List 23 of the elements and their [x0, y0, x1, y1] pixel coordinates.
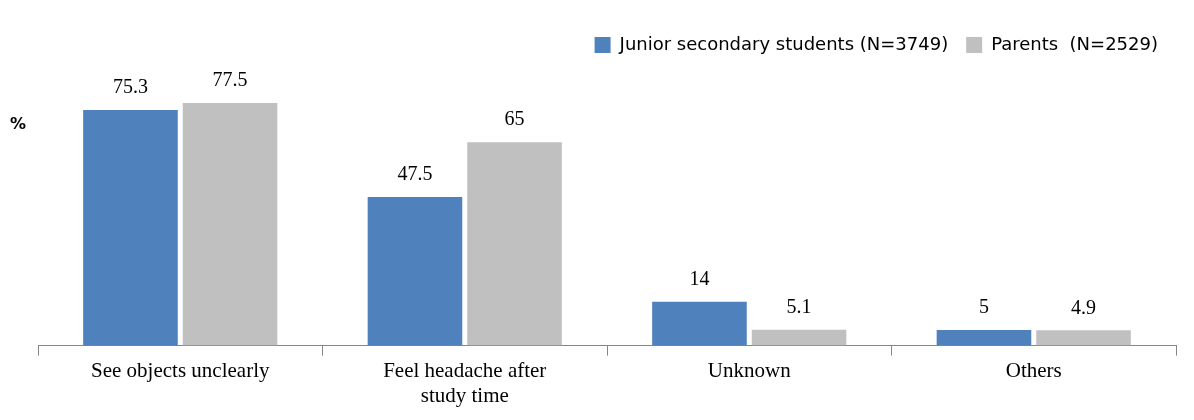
data-label: 5.1 — [786, 294, 812, 317]
bar — [467, 142, 562, 346]
x-tick-label: Feel headache after study time — [383, 357, 547, 407]
data-label: 4.9 — [1071, 295, 1097, 318]
x-tick-label: Others — [1005, 357, 1062, 382]
data-label: 14 — [689, 267, 710, 290]
bar — [367, 196, 463, 346]
legend-label: Junior secondary students (N=3749) — [618, 32, 949, 54]
data-label: 5 — [978, 295, 989, 318]
legend-label: Parents (N=2529) — [991, 32, 1158, 54]
bar — [652, 301, 747, 346]
y-axis-title: % — [10, 114, 27, 133]
bar — [751, 329, 847, 346]
x-tick-label: Unknown — [707, 357, 792, 382]
x-tick-label: See objects unclearly — [91, 357, 270, 382]
bar — [83, 110, 178, 346]
data-label: 47.5 — [397, 162, 433, 185]
bar — [1036, 330, 1131, 346]
data-label: 77.5 — [212, 68, 248, 91]
bar — [182, 103, 278, 346]
bar — [936, 329, 1032, 346]
data-label: 75.3 — [112, 75, 148, 98]
data-label: 65 — [504, 107, 525, 130]
